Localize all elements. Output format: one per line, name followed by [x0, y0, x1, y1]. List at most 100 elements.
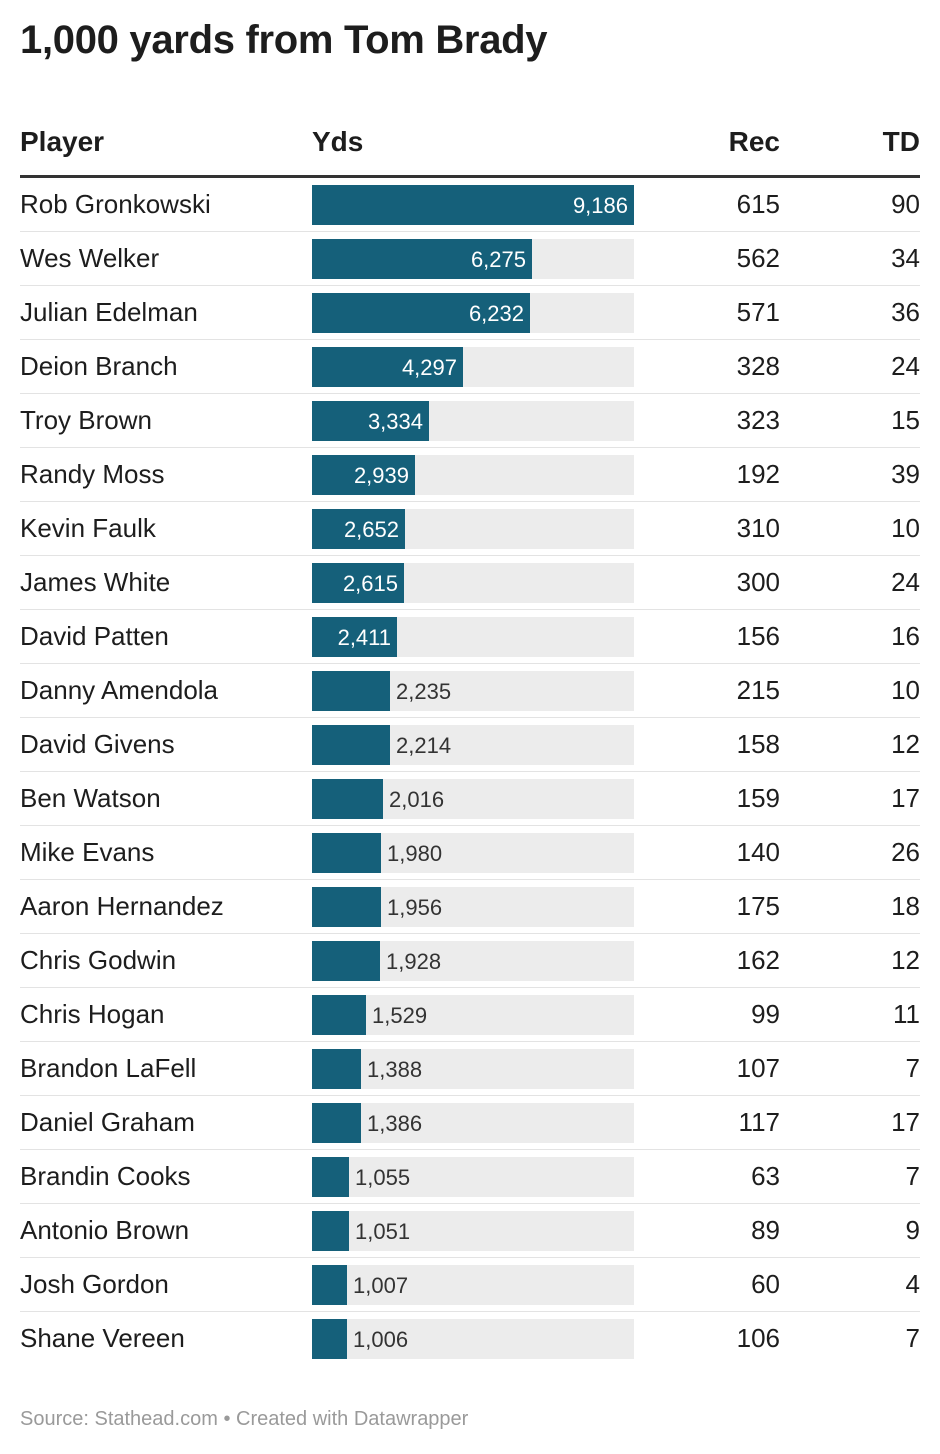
- td-value: 7: [905, 1323, 920, 1353]
- player-name: Antonio Brown: [20, 1215, 190, 1245]
- yds-bar: [312, 1157, 349, 1197]
- player-name: Aaron Hernandez: [20, 891, 224, 921]
- yds-bar-track: 2,235: [312, 671, 634, 711]
- yds-value-label: 4,297: [401, 355, 457, 380]
- table-row: Brandon LaFell 1,388 107 7: [20, 1042, 920, 1096]
- yds-bar: [312, 1103, 361, 1143]
- table-row: Brandin Cooks 1,055 63 7: [20, 1150, 920, 1204]
- td-value: 4: [905, 1269, 920, 1299]
- yds-value-label: 3,334: [367, 409, 423, 434]
- table-row: Wes Welker 6,275 562 34: [20, 232, 920, 286]
- yds-bar: [312, 1265, 347, 1305]
- yds-bar-track: 2,939: [312, 455, 634, 495]
- yds-value-label: 6,275: [470, 247, 526, 272]
- yds-bar-track: 6,232: [312, 293, 634, 333]
- td-value: 9: [905, 1215, 920, 1245]
- td-value: 17: [891, 783, 920, 813]
- yds-value-label: 2,615: [342, 571, 398, 596]
- yds-bar: [312, 347, 463, 387]
- column-header-td[interactable]: TD: [882, 126, 920, 157]
- yds-bar-track: 1,386: [312, 1103, 634, 1143]
- player-name: Kevin Faulk: [20, 513, 156, 543]
- yds-bar: [312, 941, 380, 981]
- column-header-player[interactable]: Player: [20, 126, 105, 157]
- yds-bar-track: 1,956: [312, 887, 634, 927]
- rec-value: 107: [736, 1053, 780, 1083]
- table-row: Danny Amendola 2,235 215 10: [20, 664, 920, 718]
- yds-bar-track: 1,055: [312, 1157, 634, 1197]
- source-footer: Source: Stathead.com • Created with Data…: [20, 1408, 469, 1430]
- table-row: Randy Moss 2,939 192 39: [20, 448, 920, 502]
- player-name: Brandin Cooks: [20, 1161, 191, 1191]
- yds-value-label: 2,235: [396, 679, 452, 704]
- yds-value-label: 1,956: [387, 895, 443, 920]
- yds-bar: [312, 293, 530, 333]
- td-value: 7: [905, 1161, 920, 1191]
- yds-bar: [312, 185, 634, 225]
- yds-value-label: 1,051: [355, 1219, 411, 1244]
- yds-bar: [312, 1319, 347, 1359]
- table-row: Kevin Faulk 2,652 310 10: [20, 502, 920, 556]
- yds-bar: [312, 617, 397, 657]
- rec-value: 615: [736, 189, 780, 219]
- table-row: Chris Hogan 1,529 99 11: [20, 988, 920, 1042]
- player-name: Ben Watson: [20, 783, 161, 813]
- yds-bar-track: 2,615: [312, 563, 634, 603]
- yds-value-label: 1,388: [367, 1057, 423, 1082]
- table-row: Mike Evans 1,980 140 26: [20, 826, 920, 880]
- rec-value: 571: [736, 297, 780, 327]
- player-name: James White: [20, 567, 171, 597]
- yds-bar-track: 1,529: [312, 995, 634, 1035]
- rec-value: 89: [751, 1215, 780, 1245]
- table-row: Ben Watson 2,016 159 17: [20, 772, 920, 826]
- chart-title: 1,000 yards from Tom Brady: [20, 18, 548, 62]
- yds-bar-track: 4,297: [312, 347, 634, 387]
- rec-value: 117: [738, 1107, 780, 1137]
- yds-value-label: 2,939: [353, 463, 409, 488]
- player-name: Shane Vereen: [20, 1323, 185, 1353]
- yds-bar: [312, 509, 405, 549]
- rec-value: 99: [751, 999, 780, 1029]
- rec-value: 156: [736, 621, 780, 651]
- td-value: 24: [891, 567, 920, 597]
- td-value: 26: [891, 837, 920, 867]
- yds-bar-track: 9,186: [312, 185, 634, 225]
- yds-value-label: 1,980: [387, 841, 443, 866]
- rec-value: 175: [736, 891, 780, 921]
- yds-bar-track: 2,214: [312, 725, 634, 765]
- td-value: 12: [891, 945, 920, 975]
- td-value: 12: [891, 729, 920, 759]
- yds-value-label: 2,214: [396, 733, 452, 758]
- td-value: 10: [891, 675, 920, 705]
- player-name: Randy Moss: [20, 459, 165, 489]
- column-header-rec[interactable]: Rec: [728, 126, 780, 157]
- rec-value: 158: [736, 729, 780, 759]
- table-body: Rob Gronkowski 9,186 615 90 Wes Welker 6,275 5…: [20, 178, 920, 1366]
- yds-value-label: 1,007: [353, 1273, 409, 1298]
- table-row: Troy Brown 3,334 323 15: [20, 394, 920, 448]
- yds-value-label: 1,006: [353, 1327, 409, 1352]
- yds-value-label: 1,928: [386, 949, 442, 974]
- yds-bar-track: 2,411: [312, 617, 634, 657]
- yds-bar: [312, 725, 390, 765]
- table-row: James White 2,615 300 24: [20, 556, 920, 610]
- yds-bar-track: 1,388: [312, 1049, 634, 1089]
- yds-bar: [312, 563, 404, 603]
- yds-bar-track: 1,007: [312, 1265, 634, 1305]
- rec-value: 106: [736, 1323, 780, 1353]
- td-value: 90: [891, 189, 920, 219]
- table-row: Rob Gronkowski 9,186 615 90: [20, 178, 920, 232]
- player-name: Chris Godwin: [20, 945, 177, 975]
- player-name: Daniel Graham: [20, 1107, 195, 1137]
- player-name: David Givens: [20, 729, 175, 759]
- yds-bar: [312, 1211, 349, 1251]
- yds-bar-track: 6,275: [312, 239, 634, 279]
- rec-value: 192: [736, 459, 780, 489]
- rec-value: 215: [736, 675, 780, 705]
- player-name: David Patten: [20, 621, 169, 651]
- table-row: Antonio Brown 1,051 89 9: [20, 1204, 920, 1258]
- column-header-yds[interactable]: Yds: [312, 126, 364, 157]
- td-value: 15: [891, 405, 920, 435]
- yds-value-label: 6,232: [468, 301, 524, 326]
- rec-value: 310: [736, 513, 780, 543]
